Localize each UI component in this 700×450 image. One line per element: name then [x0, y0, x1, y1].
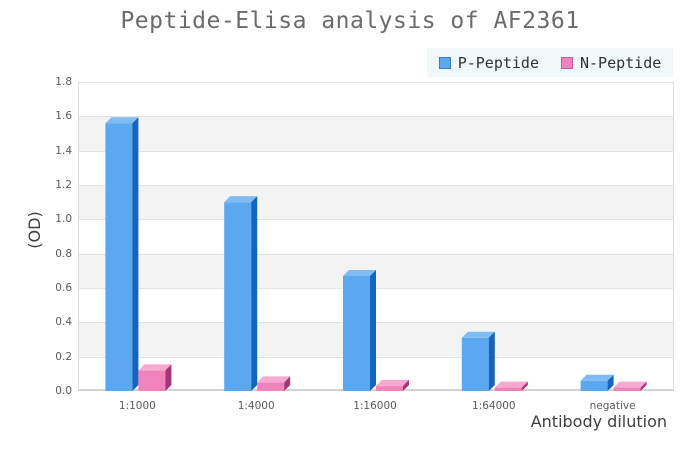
- legend: P-Peptide N-Peptide: [427, 48, 673, 77]
- bar-side: [640, 381, 647, 391]
- bar-front: [343, 275, 370, 391]
- y-tick-0.8: 0.8: [55, 247, 72, 260]
- bar-front: [613, 387, 641, 391]
- bar-front: [224, 202, 252, 391]
- bar-side: [607, 374, 614, 391]
- bar-side: [488, 331, 495, 391]
- x-tick-negative: negative: [589, 400, 636, 412]
- y-tick-0.6: 0.6: [55, 282, 72, 294]
- background-band: [79, 116, 673, 151]
- bar-N-Peptide-negative: [613, 381, 647, 391]
- legend-label-p-peptide: P-Peptide: [457, 53, 539, 72]
- bar-top: [343, 269, 376, 276]
- y-tick-1.4: 1.4: [55, 144, 72, 157]
- bar-top: [224, 196, 258, 203]
- bar-N-Peptide-1:1000: [138, 364, 172, 391]
- bar-P-Peptide-negative: [580, 374, 614, 391]
- bar-side: [284, 376, 291, 391]
- bar-P-Peptide-1:16000: [343, 269, 376, 391]
- x-axis-label: Antibody dilution: [530, 412, 667, 431]
- bar-side: [251, 196, 258, 391]
- bar-front: [494, 387, 522, 391]
- bar-front: [138, 370, 166, 391]
- bar-top: [494, 381, 528, 388]
- bar-N-Peptide-1:64000: [494, 381, 528, 391]
- bar-side: [521, 381, 528, 391]
- legend-label-n-peptide: N-Peptide: [580, 53, 662, 72]
- bar-front: [376, 385, 403, 391]
- bar-N-Peptide-1:4000: [257, 376, 291, 391]
- bar-top: [613, 381, 647, 388]
- bar-front: [105, 123, 133, 391]
- bar-side: [132, 117, 139, 391]
- p-peptide-swatch-icon: [438, 56, 451, 69]
- y-tick-0.0: 0.0: [55, 385, 72, 397]
- y-tick-1.0: 1.0: [55, 213, 72, 226]
- x-tick-1:1000: 1:1000: [118, 400, 156, 412]
- background-band: [79, 185, 673, 220]
- x-tick-1:16000: 1:16000: [353, 400, 397, 412]
- bar-front: [461, 337, 489, 391]
- x-tick-1:4000: 1:4000: [237, 400, 275, 412]
- y-tick-1.2: 1.2: [55, 179, 72, 191]
- n-peptide-swatch-icon: [561, 56, 573, 69]
- bar-front: [580, 380, 608, 391]
- bar-side: [370, 269, 376, 391]
- bar-top: [138, 364, 172, 371]
- y-tick-1.8: 1.8: [55, 76, 72, 88]
- legend-item-p-peptide[interactable]: P-Peptide: [438, 53, 539, 72]
- bar-P-Peptide-1:1000: [105, 117, 139, 391]
- bar-side: [403, 379, 409, 391]
- bar-top: [376, 379, 409, 386]
- bar-top: [105, 117, 139, 124]
- legend-item-n-peptide[interactable]: N-Peptide: [561, 54, 661, 72]
- y-tick-0.4: 0.4: [55, 316, 72, 329]
- bar-P-Peptide-1:64000: [461, 331, 495, 391]
- y-tick-1.6: 1.6: [55, 110, 72, 123]
- bar-top: [580, 374, 614, 381]
- bar-P-Peptide-1:4000: [224, 196, 258, 391]
- plot-canvas: [79, 82, 673, 391]
- bar-top: [257, 376, 291, 383]
- bar-top: [461, 331, 495, 338]
- bar-front: [257, 382, 285, 391]
- chart-title: Peptide-Elisa analysis of AF2361: [120, 8, 580, 34]
- plot-area: [78, 82, 674, 391]
- bar-N-Peptide-1:16000: [376, 379, 409, 391]
- x-tick-1:64000: 1:64000: [471, 400, 516, 412]
- y-tick-0.2: 0.2: [55, 350, 72, 363]
- bar-side: [165, 364, 172, 391]
